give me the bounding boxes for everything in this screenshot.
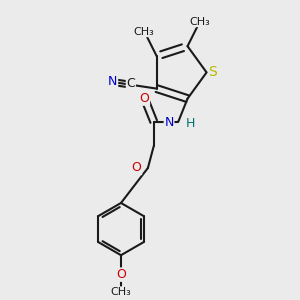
Text: H: H xyxy=(186,117,195,130)
Text: C: C xyxy=(127,77,135,90)
Text: O: O xyxy=(116,268,126,281)
Text: O: O xyxy=(132,161,142,174)
Text: O: O xyxy=(140,92,149,105)
Text: CH₃: CH₃ xyxy=(190,16,211,26)
Text: S: S xyxy=(208,65,217,80)
Text: CH₃: CH₃ xyxy=(134,26,154,37)
Text: N: N xyxy=(108,75,118,88)
Text: N: N xyxy=(164,116,174,129)
Text: CH₃: CH₃ xyxy=(111,287,131,297)
